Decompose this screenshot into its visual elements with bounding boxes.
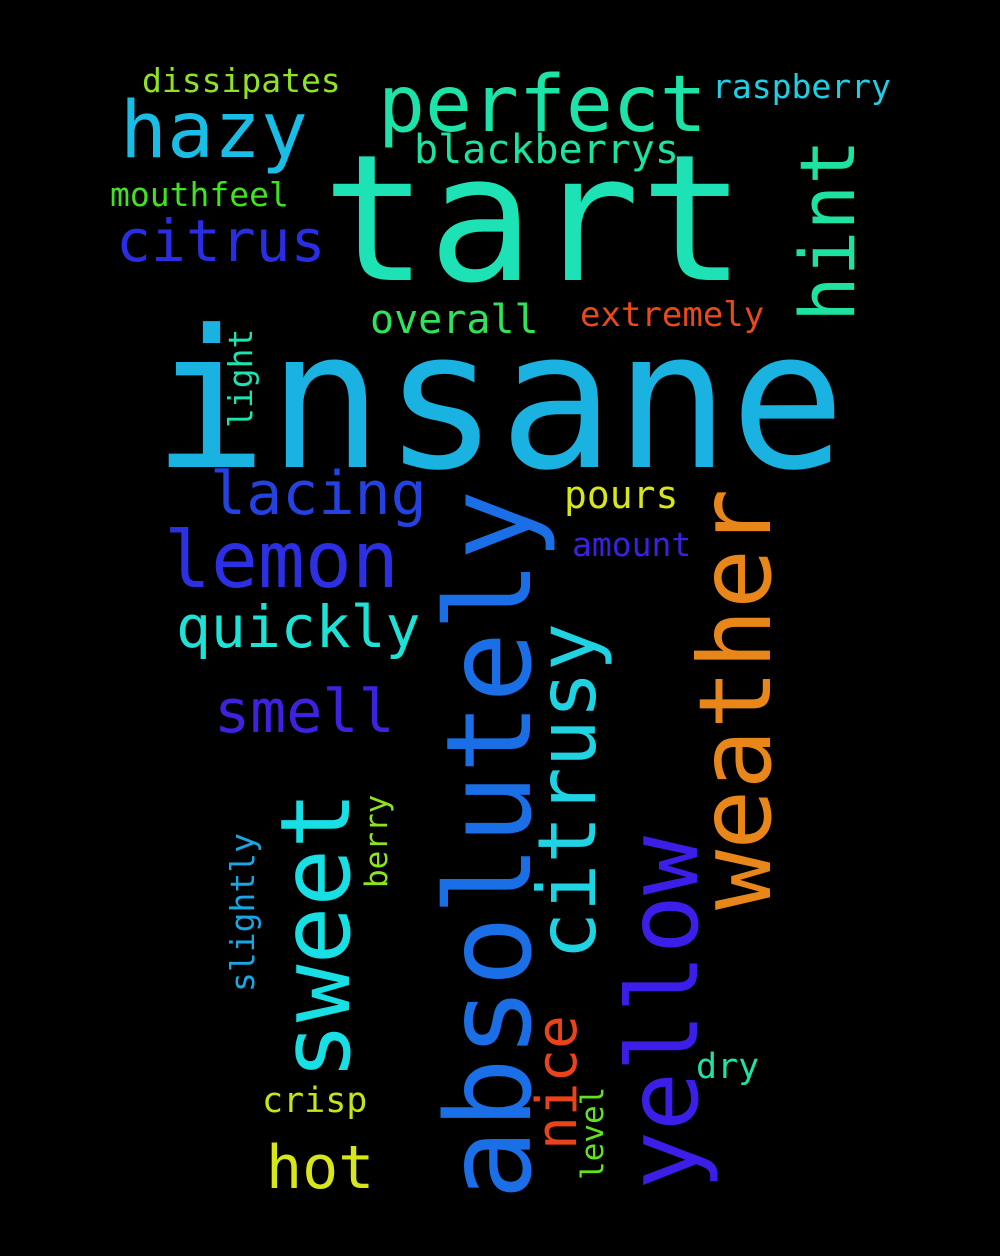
word-dry: dry <box>696 1047 760 1087</box>
word-berry: berry <box>359 794 395 888</box>
word-blackberrys: blackberrys <box>414 127 679 173</box>
word-extremely: extremely <box>580 295 765 335</box>
word-hazy: hazy <box>120 86 308 176</box>
word-slightly: slightly <box>223 833 262 992</box>
word-lemon: lemon <box>164 516 399 606</box>
word-crisp: crisp <box>262 1081 368 1121</box>
word-raspberry: raspberry <box>712 67 891 106</box>
word-amount: amount <box>572 525 692 564</box>
word-hot: hot <box>266 1133 375 1203</box>
word-dissipates: dissipates <box>142 61 341 100</box>
word-pours: pours <box>564 473 679 517</box>
word-tart: tart <box>322 117 746 322</box>
word-light: light <box>221 328 260 428</box>
word-level: level <box>575 1086 611 1180</box>
word-quickly: quickly <box>176 593 421 661</box>
word-citrusy: citrusy <box>521 622 614 960</box>
word-yellow: yellow <box>607 835 721 1190</box>
word-overall: overall <box>370 297 539 343</box>
word-citrus: citrus <box>116 207 326 275</box>
word-smell: smell <box>214 677 395 747</box>
word-lacing: lacing <box>210 459 427 529</box>
word-insane: insane <box>152 290 846 513</box>
word-perfect: perfect <box>378 60 707 150</box>
word-mouthfeel: mouthfeel <box>110 175 289 214</box>
word-sweet: sweet <box>260 791 372 1080</box>
word-hint: hint <box>783 138 872 322</box>
